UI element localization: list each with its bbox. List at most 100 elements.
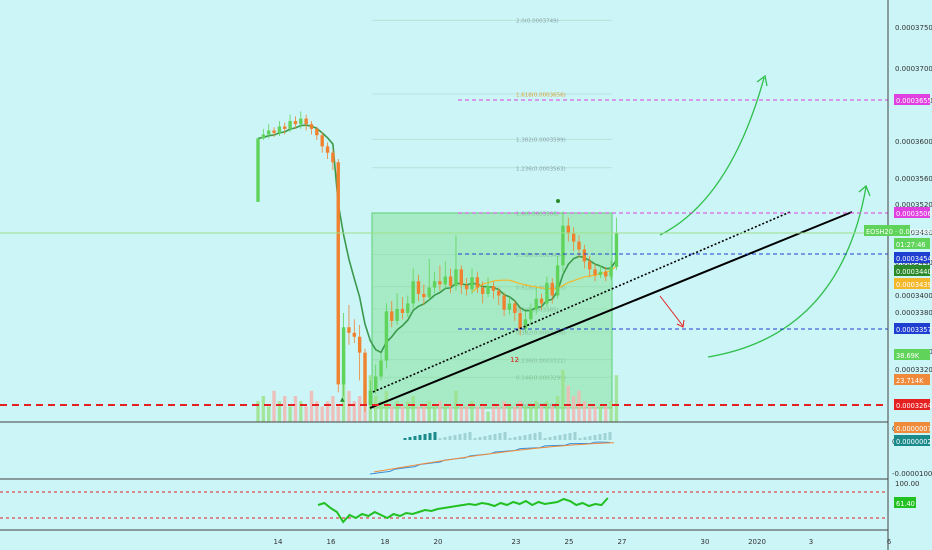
fib-label: 2.0(0.0003749) bbox=[516, 19, 559, 25]
volume-bar bbox=[448, 406, 453, 422]
candle-body bbox=[336, 162, 340, 385]
fib-label: 0.786(0.0003454) bbox=[516, 253, 566, 259]
candle-body bbox=[304, 118, 308, 125]
fib-label: 0.5(0.0003385) bbox=[516, 308, 559, 314]
macd-hist-bar bbox=[543, 438, 547, 440]
candle-body bbox=[400, 309, 405, 313]
volume-bar bbox=[502, 401, 506, 422]
price-tag-box bbox=[894, 207, 930, 218]
macd-hist-bar bbox=[568, 433, 572, 440]
sma-line bbox=[471, 265, 617, 293]
candle-body bbox=[486, 285, 490, 294]
volume-bar bbox=[470, 401, 474, 422]
green-arrow-upper bbox=[659, 77, 765, 236]
macd-hist-bar bbox=[433, 432, 437, 440]
support-trendline[interactable] bbox=[369, 211, 853, 409]
volume-bar bbox=[443, 406, 447, 422]
candle-body bbox=[352, 332, 356, 337]
volume-bar bbox=[529, 406, 533, 422]
volume-bar bbox=[582, 401, 587, 422]
macd-hist-bar bbox=[423, 434, 427, 440]
macd-hist-bar bbox=[608, 432, 612, 440]
macd-hist-bar bbox=[413, 436, 417, 440]
macd-tag-text: 0.0000007 bbox=[896, 425, 932, 433]
rsi-line bbox=[317, 497, 609, 524]
volume-bar bbox=[406, 401, 410, 422]
rsi-tag-box bbox=[894, 497, 916, 508]
candle-body bbox=[288, 120, 292, 129]
candle-body bbox=[448, 276, 453, 286]
price-tag-box bbox=[894, 265, 930, 276]
price-tag-text: 0.0003264 bbox=[896, 402, 932, 410]
volume-bar bbox=[614, 375, 619, 422]
price-axis-label: 0.0003560 bbox=[895, 175, 932, 183]
volume-bar bbox=[513, 406, 517, 422]
candle-body bbox=[390, 311, 394, 321]
candle-body bbox=[545, 282, 549, 304]
volume-bar bbox=[315, 401, 319, 422]
rsi-axis-label: 100.00 bbox=[895, 480, 920, 488]
volume-bar bbox=[545, 401, 549, 422]
volume-bar bbox=[555, 396, 560, 422]
price-axis-label: 0.0003750 bbox=[895, 24, 932, 32]
range-box bbox=[371, 212, 613, 409]
volume-bar bbox=[288, 406, 292, 422]
volume-bar bbox=[464, 406, 469, 422]
candle-body bbox=[518, 312, 522, 329]
macd-hist-bar bbox=[523, 435, 527, 440]
green-arrow-lower bbox=[707, 186, 867, 358]
volume-bar bbox=[550, 406, 554, 422]
fib-label: 0.236(0.0003321) bbox=[516, 358, 566, 364]
fib-label: 0.382(0.0003356) bbox=[516, 331, 566, 337]
marker-dot bbox=[556, 199, 560, 203]
macd-hist-bar bbox=[513, 437, 517, 440]
price-tag-text: 0.0003454 bbox=[896, 255, 932, 263]
price-tag-box bbox=[894, 278, 930, 289]
macd-tag-box bbox=[894, 422, 930, 433]
price-tag-box bbox=[894, 399, 930, 410]
fib-label: 1.618(0.0003656) bbox=[516, 92, 566, 98]
date-label: 3 bbox=[809, 538, 813, 546]
red-arrow-head bbox=[676, 319, 685, 328]
price-tag-box bbox=[894, 94, 930, 105]
candle-body bbox=[272, 130, 276, 133]
volume-bar bbox=[593, 406, 597, 422]
fib-label: 1.236(0.0003563) bbox=[516, 166, 566, 172]
price-tag-text: EOSH20 · 0.0003480 bbox=[866, 228, 932, 236]
macd-hist-bar bbox=[478, 437, 482, 440]
price-axis-label: 0.0003380 bbox=[895, 309, 932, 317]
volume-bar bbox=[577, 390, 581, 422]
candle-body bbox=[293, 120, 298, 125]
fib-label: 1.382(0.0003599) bbox=[516, 138, 566, 144]
candle-body bbox=[299, 118, 303, 125]
volume-bar bbox=[283, 396, 287, 422]
macd-hist-bar bbox=[603, 433, 607, 440]
candle-body bbox=[368, 390, 373, 405]
candle-body bbox=[384, 311, 389, 361]
volume-bar bbox=[293, 396, 298, 422]
date-label: 25 bbox=[565, 538, 574, 546]
red-arrow bbox=[659, 295, 684, 327]
price-tag-box bbox=[894, 323, 930, 334]
indicator-axis-label: -0.0000100 bbox=[892, 470, 932, 478]
volume-bar bbox=[395, 401, 399, 422]
candle-body bbox=[513, 303, 517, 313]
fib-label: 1.0(0.0003506) bbox=[516, 212, 559, 218]
candle-body bbox=[459, 269, 463, 286]
price-axis-label: 0.0003600 bbox=[895, 138, 932, 146]
candle-body bbox=[598, 271, 603, 275]
volume-bar bbox=[384, 390, 389, 422]
macd-hist-bar bbox=[588, 436, 592, 440]
volume-bar bbox=[507, 406, 512, 422]
candle-body bbox=[571, 233, 576, 242]
candle-body bbox=[550, 282, 554, 296]
volume-bar bbox=[309, 390, 314, 422]
candle-body bbox=[566, 225, 570, 234]
candle-body bbox=[309, 124, 314, 129]
volume-bar bbox=[497, 406, 501, 422]
candle-body bbox=[379, 360, 383, 377]
candle-body bbox=[502, 295, 506, 310]
macd-hist-bar bbox=[428, 433, 432, 440]
macd-hist-bar bbox=[503, 432, 507, 440]
